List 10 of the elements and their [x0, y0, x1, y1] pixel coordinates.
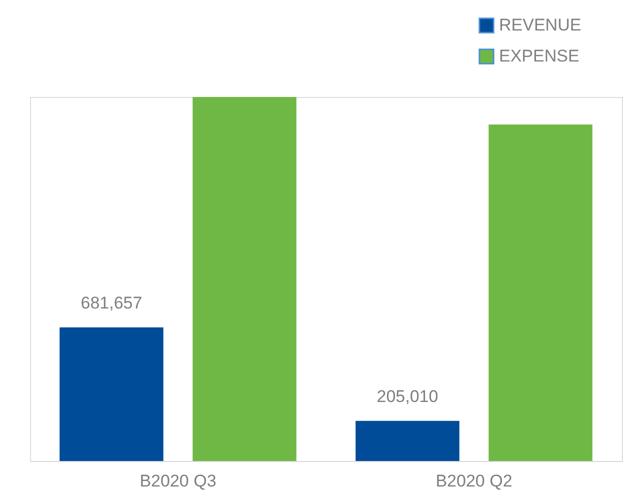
x-tick-label: B2020 Q3	[140, 472, 216, 490]
x-tick-label: B2020 Q2	[436, 472, 512, 490]
legend-label: EXPENSE	[499, 46, 580, 66]
bar	[60, 327, 164, 461]
bar	[488, 124, 592, 461]
bar	[192, 97, 296, 461]
data-label: 205,010	[376, 386, 438, 406]
bar	[356, 420, 460, 461]
legend-label: REVENUE	[499, 16, 582, 34]
data-label: 681,657	[80, 293, 142, 312]
